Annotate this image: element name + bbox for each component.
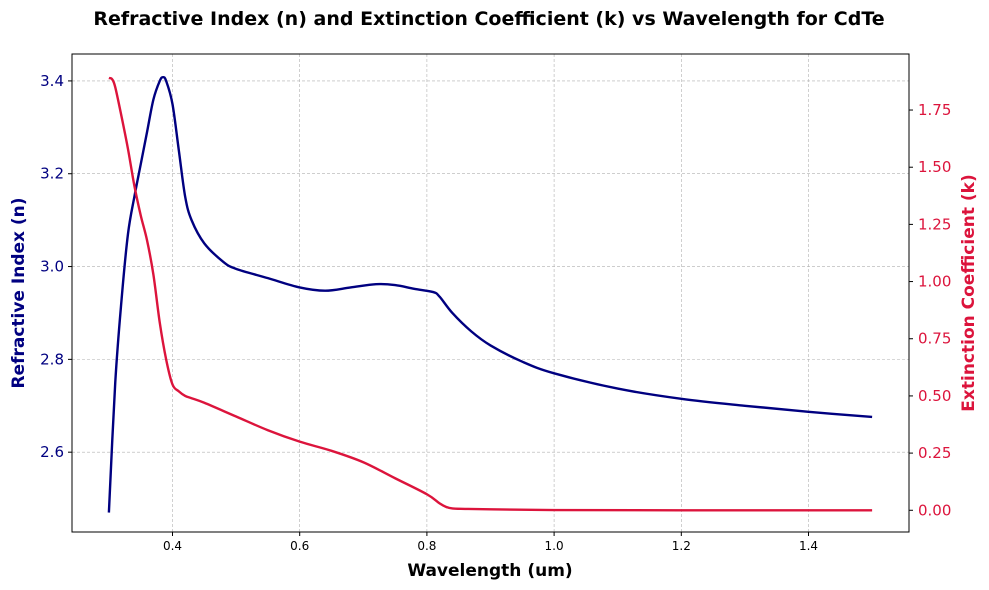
y-right-tick-label: 0.25 (918, 444, 951, 462)
y-right-tick-label: 1.25 (918, 215, 951, 233)
y-axis-label-right: Extinction Coefficient (k) (959, 174, 979, 411)
y-left-tick-label: 3.2 (40, 165, 64, 183)
y-left-tick-label: 3.4 (40, 72, 64, 90)
y-right-tick-label: 1.75 (918, 101, 951, 119)
tick-layer: 0.4 0.6 0.8 1.0 1.2 1.4 2.6 2.8 3.0 3.2 3.4 0.00 0.2… (40, 72, 951, 553)
y-axis-label-left: Refractive Index (n) (9, 197, 29, 388)
y-right-tick-label: 0.50 (918, 387, 951, 405)
x-tick-label: 1.0 (545, 539, 564, 553)
series-line-extinction-coefficient (108, 76, 873, 512)
series-layer (107, 75, 873, 513)
y-right-tick-label: 0.00 (918, 501, 951, 519)
y-left-tick-label: 2.8 (40, 350, 64, 368)
x-tick-label: 1.2 (672, 539, 691, 553)
plot-area (71, 53, 910, 533)
x-tick-label: 0.4 (163, 539, 182, 553)
chart-title: Refractive Index (n) and Extinction Coef… (93, 8, 884, 30)
y-right-tick-label: 0.75 (918, 330, 951, 348)
x-tick-label: 0.8 (417, 539, 436, 553)
y-right-tick-label: 1.50 (918, 158, 951, 176)
grid-layer (72, 54, 909, 532)
y-right-tick-label: 1.00 (918, 273, 951, 291)
x-tick-label: 1.4 (799, 539, 818, 553)
series-line-refractive-index (107, 75, 873, 513)
x-tick-label: 0.6 (290, 539, 309, 553)
y-left-tick-label: 2.6 (40, 443, 64, 461)
y-left-tick-label: 3.0 (40, 258, 64, 276)
x-axis-label: Wavelength (um) (407, 561, 572, 581)
